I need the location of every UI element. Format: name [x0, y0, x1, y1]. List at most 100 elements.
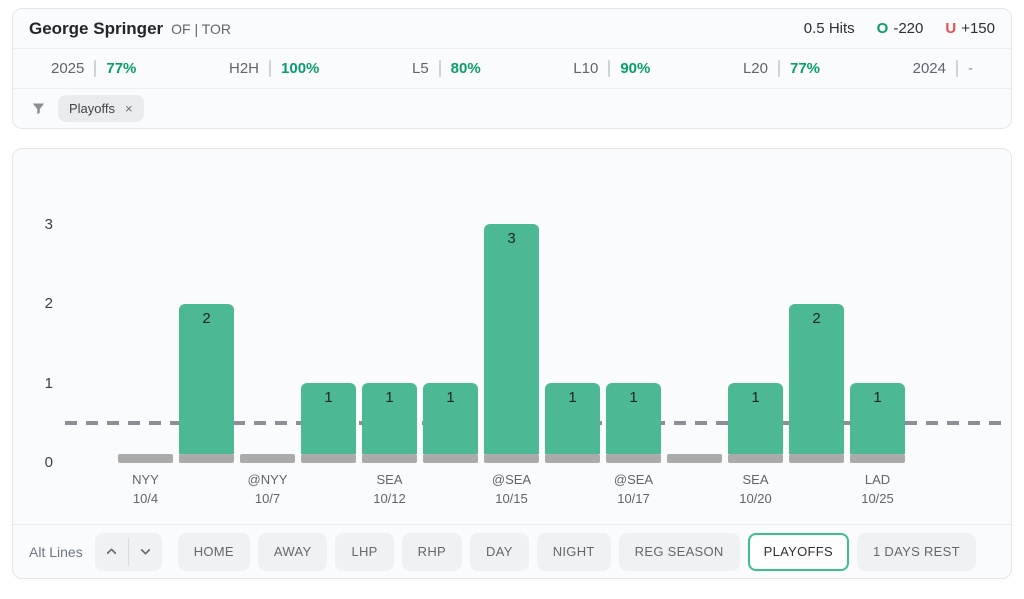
game-bar-3: [240, 224, 295, 463]
game-bar-7: 3: [484, 224, 539, 463]
toolbar-button-playoffs[interactable]: PLAYOFFS: [747, 532, 849, 571]
split-label: L20: [742, 60, 768, 77]
split-divider: [608, 60, 611, 77]
split-divider: [955, 60, 958, 77]
game-bar-13: 1: [850, 224, 905, 463]
y-tick-1: 1: [44, 374, 53, 392]
split-value: 100%: [281, 60, 320, 77]
x-tick-empty: [179, 471, 234, 509]
game-bar-2: 2: [179, 224, 234, 463]
filter-chip-playoffs[interactable]: Playoffs ×: [58, 95, 144, 122]
game-bar-4: 1: [301, 224, 356, 463]
x-tick-SEA: SEA 10/20: [739, 472, 772, 506]
chevron-down-icon: [140, 549, 150, 555]
bar-base-stub: [179, 454, 234, 463]
bar-value-label: 1: [385, 389, 394, 406]
split-divider: [777, 60, 780, 77]
bar-base-stub: [362, 454, 417, 463]
chevron-up-icon: [106, 548, 116, 554]
bar-base-stub: [789, 454, 844, 463]
alt-line-down-button[interactable]: [129, 533, 162, 571]
toolbar-button-lhp[interactable]: LHP: [335, 532, 394, 571]
bar-base-stub: [423, 454, 478, 463]
chart-toolbar: Alt Lines HOME AWAY LHP RHP DAY NIGHT REG SEAS…: [13, 524, 1011, 578]
bar-base-stub: [850, 454, 905, 463]
chart-plot-area: 2 1 1 1 3 1 1 1 2 1: [65, 149, 1001, 463]
bar-segment: 1: [301, 383, 356, 454]
x-tick-at-SEA: @SEA 10/17: [613, 472, 654, 506]
bar-base-stub: [728, 454, 783, 463]
player-header: George Springer OF | TOR 0.5 Hits O -220…: [13, 9, 1011, 49]
x-tick-NYY: NYY 10/4: [132, 472, 159, 506]
bar-segment: 3: [484, 224, 539, 454]
x-tick-empty: [545, 471, 600, 509]
bar-base-stub: [301, 454, 356, 463]
bar-value-label: 1: [324, 389, 333, 406]
alt-lines-label: Alt Lines: [29, 543, 83, 560]
bar-value-label: 1: [873, 389, 882, 406]
bar-base-stub: [667, 454, 722, 463]
stepper-divider: [127, 537, 129, 566]
split-divider: [269, 60, 272, 77]
bar-value-label: 1: [751, 389, 760, 406]
bar-segment: 1: [606, 383, 661, 454]
over-odds-button[interactable]: O -220: [877, 20, 924, 37]
under-odds-value: +150: [961, 20, 995, 37]
bar-segment: 1: [728, 383, 783, 454]
under-odds-button[interactable]: U +150: [945, 20, 995, 37]
split-l20: L20 77%: [743, 60, 820, 77]
filter-chip-label: Playoffs: [69, 101, 116, 116]
filter-chip-close-icon[interactable]: ×: [125, 101, 133, 116]
bar-segment: 1: [362, 383, 417, 454]
bar-value-label: 1: [446, 389, 455, 406]
split-label: L5: [411, 60, 429, 77]
split-divider: [438, 60, 441, 77]
split-value: 77%: [789, 60, 821, 77]
x-tick-SEA: SEA 10/12: [373, 472, 406, 506]
alt-line-up-button[interactable]: [95, 533, 128, 571]
split-l5: L5 80%: [412, 60, 481, 77]
toolbar-button-1-days-rest[interactable]: 1 DAYS REST: [856, 532, 976, 571]
toolbar-button-day[interactable]: DAY: [470, 532, 529, 571]
over-odds-value: -220: [893, 20, 924, 37]
y-tick-2: 2: [44, 295, 53, 312]
over-icon: O: [876, 20, 889, 37]
split-2024: 2024 -: [913, 60, 973, 77]
hit-rate-splits-row: 2025 77% H2H 100% L5 80% L10 90% L20 77% 2024 -: [13, 49, 1011, 89]
split-value: 90%: [620, 60, 651, 77]
bar-value-label: 1: [568, 389, 577, 406]
bar-base-stub: [118, 454, 173, 463]
game-bar-10: [667, 224, 722, 463]
x-tick-empty: [667, 471, 722, 509]
split-l10: L10 90%: [573, 60, 650, 77]
split-divider: [94, 60, 97, 77]
toolbar-button-away[interactable]: AWAY: [257, 532, 328, 571]
bar-segment: 2: [789, 303, 844, 454]
x-tick-LAD: LAD 10/25: [861, 472, 894, 506]
bar-base-stub: [606, 454, 661, 463]
bar-chart: 0 1 2 3 2 1 1 1 3 1 1 1 2 1: [13, 149, 1011, 471]
split-value: 80%: [450, 60, 481, 77]
split-2025: 2025 77%: [51, 60, 136, 77]
split-label: L10: [573, 60, 599, 77]
x-tick-empty: [789, 471, 844, 509]
game-bar-12: 2: [789, 224, 844, 463]
x-tick-empty: [423, 471, 478, 509]
under-icon: U: [945, 20, 957, 37]
bar-segment: 1: [545, 383, 600, 454]
toolbar-button-night[interactable]: NIGHT: [536, 532, 611, 571]
player-name: George Springer: [29, 18, 164, 38]
bar-base-stub: [484, 454, 539, 463]
filter-funnel-icon[interactable]: [31, 101, 46, 116]
game-log-chart-card: 0 1 2 3 2 1 1 1 3 1 1 1 2 1 NYY 10/4 @NYY 10/7 SEA 10/12 @…: [12, 148, 1012, 579]
split-value: -: [967, 60, 973, 77]
toolbar-button-reg-season[interactable]: REG SEASON: [618, 532, 740, 571]
toolbar-button-home[interactable]: HOME: [177, 532, 250, 571]
toolbar-button-rhp[interactable]: RHP: [401, 532, 463, 571]
player-prop-card: George Springer OF | TOR 0.5 Hits O -220…: [12, 8, 1012, 129]
bar-base-stub: [240, 454, 295, 463]
split-label: 2024: [912, 60, 946, 77]
split-label: 2025: [51, 60, 85, 77]
bar-segment: 1: [423, 383, 478, 454]
y-tick-0: 0: [44, 454, 53, 471]
